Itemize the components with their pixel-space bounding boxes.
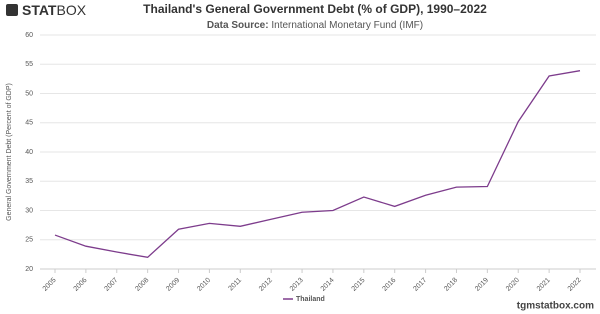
subtitle-text: International Monetary Fund (IMF)	[271, 20, 423, 31]
y-tick-label: 55	[25, 61, 33, 68]
chart-title: Thailand's General Government Debt (% of…	[143, 2, 487, 16]
logo: STATBOX	[22, 2, 87, 18]
y-tick-label: 20	[25, 266, 33, 273]
y-tick-label: 40	[25, 149, 33, 156]
x-tick-label: 2010	[196, 277, 212, 293]
line	[54, 70, 581, 258]
subtitle-label: Data Source:	[207, 20, 269, 31]
logo-bold: STAT	[22, 2, 57, 18]
logo-light: BOX	[56, 2, 86, 18]
subtitle: Data Source: International Monetary Fund…	[207, 20, 423, 31]
x-tick-label: 2015	[351, 277, 367, 293]
x-tick-label: 2005	[42, 277, 58, 293]
x-tick-label: 2018	[443, 277, 459, 293]
y-axis-label: General Government Debt (Percent of GDP)	[6, 83, 13, 221]
x-tick-label: 2007	[104, 277, 120, 293]
y-tick-label: 60	[25, 32, 33, 39]
x-tick-label: 2016	[381, 277, 397, 293]
logo-icon	[6, 4, 18, 16]
x-tick-label: 2017	[412, 277, 428, 293]
x-tick-label: 2008	[134, 277, 150, 293]
x-tick-label: 2021	[536, 277, 552, 293]
x-tick-label: 2014	[320, 277, 336, 293]
watermark: tgmstatbox.com	[517, 301, 594, 312]
x-tick-label: 2011	[227, 277, 243, 293]
y-tick-label: 50	[25, 90, 33, 97]
x-tick-label: 2006	[73, 277, 89, 293]
x-tick-label: 2012	[258, 277, 274, 293]
legend-label: Thailand	[296, 296, 325, 303]
x-tick-label: 2013	[289, 277, 305, 293]
y-tick-label: 35	[25, 178, 33, 185]
y-tick-label: 45	[25, 120, 33, 127]
y-tick-label: 30	[25, 207, 33, 214]
x-tick-label: 2020	[505, 277, 521, 293]
x-tick-label: 2022	[567, 277, 583, 293]
y-tick-label: 25	[25, 237, 33, 244]
x-tick-label: 2019	[474, 277, 490, 293]
x-tick-label: 2009	[165, 277, 181, 293]
